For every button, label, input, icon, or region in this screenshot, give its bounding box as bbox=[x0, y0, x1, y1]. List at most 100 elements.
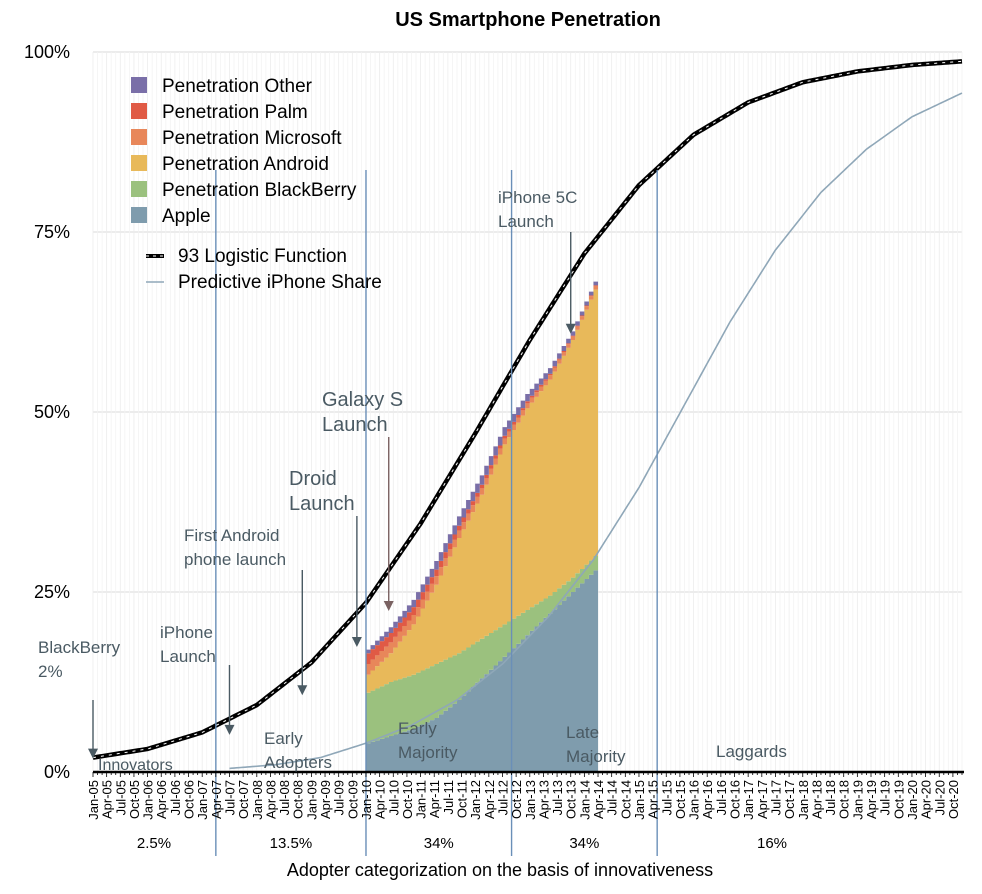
legend-label: 93 Logistic Function bbox=[178, 246, 347, 267]
x-tick-label: Oct-07 bbox=[236, 780, 251, 819]
x-tick-label: Jan-20 bbox=[905, 780, 920, 820]
annotation-iphone-5c-launch-line: Launch bbox=[498, 212, 554, 231]
x-tick-label: Jul-14 bbox=[605, 780, 620, 815]
annotation-first-android-line: phone launch bbox=[184, 550, 286, 569]
x-tick-label: Apr-13 bbox=[536, 780, 551, 819]
x-tick-label: Jul-20 bbox=[932, 780, 947, 815]
adopter-category-line: Early bbox=[398, 719, 437, 738]
x-tick-label: Apr-08 bbox=[263, 780, 278, 819]
x-tick-label: Oct-12 bbox=[509, 780, 524, 819]
x-tick-label: Jan-19 bbox=[850, 780, 865, 820]
annotation-first-android-line: First Android bbox=[184, 526, 279, 545]
adopter-category-line: Adopters bbox=[264, 753, 332, 772]
x-tick-label: Apr-12 bbox=[482, 780, 497, 819]
adopter-category-percent: 34% bbox=[424, 835, 454, 852]
x-tick-label: Jul-17 bbox=[768, 780, 783, 815]
x-tick-label: Jul-13 bbox=[550, 780, 565, 815]
x-tick-label: Apr-05 bbox=[100, 780, 115, 819]
y-tick-label: 0% bbox=[44, 762, 70, 782]
legend: Penetration Other Penetration Palm Penetra… bbox=[131, 76, 382, 293]
x-tick-label: Jan-15 bbox=[632, 780, 647, 820]
adopter-boundary-lines bbox=[215, 170, 658, 856]
x-tick-label: Oct-14 bbox=[618, 780, 633, 819]
area-penetration-blackberry bbox=[365, 556, 599, 744]
annotation-first-android: First Android phone launch bbox=[184, 526, 286, 569]
x-tick-label: Oct-18 bbox=[837, 780, 852, 819]
annotation-iphone-launch: iPhone Launch bbox=[160, 623, 216, 666]
x-tick-label: Apr-17 bbox=[755, 780, 770, 819]
y-tick-label: 50% bbox=[34, 402, 70, 422]
chart-title: US Smartphone Penetration bbox=[395, 9, 661, 31]
x-tick-label: Oct-19 bbox=[891, 780, 906, 819]
y-tick-label: 25% bbox=[34, 582, 70, 602]
annotations: BlackBerry 2% iPhone Launch First Android pho… bbox=[38, 188, 577, 759]
adopter-category-percent: 13.5% bbox=[270, 835, 313, 852]
x-tick-label: Jan-13 bbox=[523, 780, 538, 820]
x-tick-label: Oct-08 bbox=[291, 780, 306, 819]
annotation-droid-launch-line: Droid bbox=[289, 468, 337, 490]
annotation-galaxy-s-launch-line: Galaxy S bbox=[322, 389, 403, 411]
legend-label: Penetration Other bbox=[162, 76, 313, 97]
legend-label: Penetration Microsoft bbox=[162, 128, 342, 149]
legend-label: Predictive iPhone Share bbox=[178, 272, 382, 293]
x-tick-label: Jul-16 bbox=[714, 780, 729, 815]
curve-logistic-dash bbox=[92, 60, 963, 759]
annotation-droid-launch: Droid Launch bbox=[289, 468, 355, 515]
adopter-category-percent: 2.5% bbox=[137, 835, 171, 852]
legend-swatch bbox=[131, 77, 147, 93]
annotation-iphone-launch-arrowhead bbox=[224, 724, 235, 735]
x-tick-label: Jul-09 bbox=[332, 780, 347, 815]
annotation-blackberry-line: 2% bbox=[38, 662, 63, 681]
x-tick-label: Oct-09 bbox=[345, 780, 360, 819]
x-tick-label: Jan-12 bbox=[468, 780, 483, 820]
adopter-category-percent: 16% bbox=[757, 835, 787, 852]
x-tick-label: Oct-17 bbox=[782, 780, 797, 819]
x-tick-label: Oct-20 bbox=[946, 780, 961, 819]
legend-label: Apple bbox=[162, 206, 211, 227]
area-penetration-android bbox=[365, 289, 599, 693]
x-tick-label: Oct-13 bbox=[564, 780, 579, 819]
adopter-category-line: Early bbox=[264, 729, 303, 748]
adopter-category-label: Laggards bbox=[716, 742, 787, 761]
y-tick-label: 75% bbox=[34, 222, 70, 242]
annotation-blackberry-arrowhead bbox=[88, 748, 98, 759]
adopter-category-percent: 34% bbox=[569, 835, 599, 852]
curve-lines bbox=[92, 59, 963, 770]
curve-predictive-iphone bbox=[229, 92, 963, 770]
y-tick-label: 100% bbox=[24, 42, 70, 62]
x-tick-label: Jul-11 bbox=[441, 780, 456, 814]
x-tick-label: Jul-08 bbox=[277, 780, 292, 815]
x-tick-label: Jan-14 bbox=[577, 780, 592, 820]
annotation-galaxy-s-launch-arrowhead bbox=[383, 601, 394, 611]
x-tick-label: Jul-12 bbox=[495, 780, 510, 815]
x-tick-label: Oct-10 bbox=[400, 780, 415, 819]
adopter-categories: Innovators 2.5% Early Adopters 13.5% Early Maj… bbox=[98, 719, 787, 852]
x-axis-label: Adopter categorization on the basis of i… bbox=[287, 860, 713, 880]
x-tick-label: Jan-05 bbox=[86, 780, 101, 820]
x-tick-label: Jan-09 bbox=[304, 780, 319, 820]
x-tick-label: Jul-05 bbox=[113, 780, 128, 815]
x-tick-label: Jul-10 bbox=[386, 780, 401, 815]
annotation-iphone-5c-launch-line: iPhone 5C bbox=[498, 188, 577, 207]
x-tick-label: Apr-16 bbox=[700, 780, 715, 819]
x-tick-label: Jan-10 bbox=[359, 780, 374, 820]
adopter-category-label: Innovators bbox=[98, 757, 173, 774]
x-tick-label: Apr-11 bbox=[427, 780, 442, 818]
x-tick-label: Apr-09 bbox=[318, 780, 333, 819]
x-tick-label: Apr-18 bbox=[809, 780, 824, 819]
legend-swatch bbox=[131, 207, 147, 223]
adopter-category-label: Early Majority bbox=[398, 719, 458, 762]
x-tick-label: Jan-11 bbox=[414, 780, 429, 819]
x-tick-label: Apr-06 bbox=[154, 780, 169, 819]
adopter-category-label: Early Adopters bbox=[264, 729, 332, 772]
x-tick-label: Jul-06 bbox=[168, 780, 183, 815]
annotation-iphone-launch-line: iPhone bbox=[160, 623, 213, 642]
adopter-category-line: Majority bbox=[566, 747, 626, 766]
x-tick-label: Jan-17 bbox=[741, 780, 756, 820]
annotation-galaxy-s-launch-line: Launch bbox=[322, 414, 388, 436]
x-tick-label: Apr-07 bbox=[209, 780, 224, 819]
x-tick-label: Jan-18 bbox=[796, 780, 811, 820]
x-tick-label: Apr-10 bbox=[373, 780, 388, 819]
legend-swatch bbox=[131, 181, 147, 197]
